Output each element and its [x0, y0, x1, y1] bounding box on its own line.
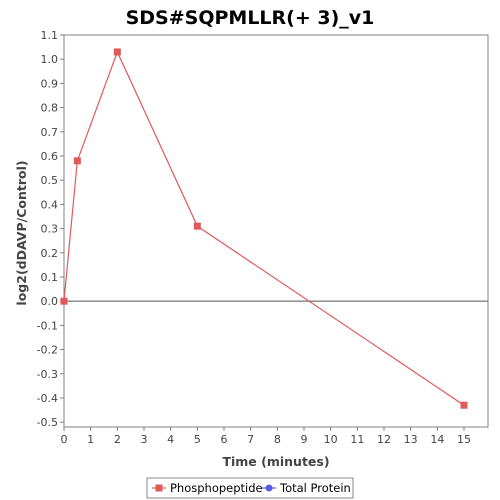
x-tick-label: 5 [194, 433, 201, 446]
x-tick-label: 12 [377, 433, 391, 446]
x-tick-label: 15 [457, 433, 471, 446]
chart-title: SDS#SQPMLLR(+ 3)_v1 [126, 7, 375, 29]
y-tick-label: -0.2 [37, 344, 58, 357]
y-tick-label: -0.3 [37, 368, 58, 381]
x-tick-label: 14 [430, 433, 444, 446]
x-tick-label: 3 [141, 433, 148, 446]
legend-label-1: Total Protein [279, 481, 351, 495]
x-tick-label: 11 [350, 433, 364, 446]
x-tick-label: 8 [274, 433, 281, 446]
data-point [460, 401, 468, 409]
x-axis-label: Time (minutes) [222, 454, 329, 469]
data-point [73, 157, 81, 165]
y-tick-label: -0.1 [37, 319, 58, 332]
legend-box [146, 477, 354, 499]
x-tick-label: 10 [324, 433, 338, 446]
y-tick-label: 0.6 [41, 150, 59, 163]
legend: Phosphopeptide Total Protein [146, 477, 354, 499]
y-tick-label: 0.3 [41, 223, 59, 236]
x-tick-label: 0 [61, 433, 68, 446]
series-points [60, 48, 468, 409]
data-point [193, 222, 201, 230]
x-tick-label: 6 [221, 433, 228, 446]
y-tick-label: 0.1 [41, 271, 59, 284]
y-tick-label: 0.9 [41, 77, 59, 90]
y-axis-label: log2(dDAVP/Control) [14, 160, 29, 305]
y-tick-label: 0.4 [41, 198, 59, 211]
y-tick-label: 1.0 [41, 53, 59, 66]
x-tick-label: 1 [87, 433, 94, 446]
x-tick-label: 4 [167, 433, 174, 446]
y-tick-label: 1.1 [41, 29, 59, 42]
y-tick-label: -0.4 [37, 392, 58, 405]
y-tick-label: 0.7 [41, 126, 59, 139]
x-tick-label: 7 [247, 433, 254, 446]
y-axis: 1.1 1.0 0.9 0.8 0.7 0.6 0.5 0.4 0.3 0.2 0.1 0.0 -0.1… [37, 29, 64, 429]
y-tick-label: 0.0 [41, 295, 59, 308]
legend-marker-0 [155, 484, 163, 492]
data-point [113, 48, 121, 56]
x-tick-label: 9 [301, 433, 308, 446]
x-tick-label: 2 [114, 433, 121, 446]
y-tick-label: 0.5 [41, 174, 59, 187]
legend-marker-1 [265, 484, 273, 492]
x-axis: 0 1 2 3 4 5 6 7 8 9 10 11 12 13 14 15 [61, 427, 471, 446]
y-tick-label: 0.8 [41, 102, 59, 115]
x-tick-label: 13 [404, 433, 418, 446]
data-point [60, 297, 68, 305]
plot-area [63, 34, 489, 428]
y-tick-label: -0.5 [37, 416, 58, 429]
legend-label-0: Phosphopeptide [170, 481, 263, 495]
y-tick-label: 0.2 [41, 247, 59, 260]
